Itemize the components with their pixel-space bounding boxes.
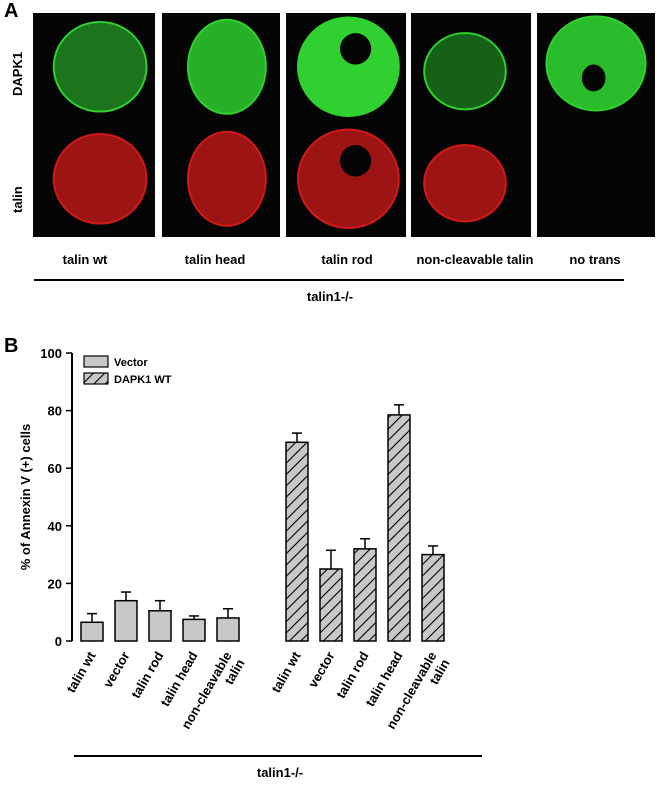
y-tick-label: 80: [48, 404, 62, 419]
bar: [182, 618, 206, 642]
bar: [387, 414, 411, 642]
bar: [148, 610, 172, 642]
panel-b-group-label: talin1-/-: [256, 765, 304, 780]
x-tick-label: talin rod: [128, 649, 167, 701]
micrograph-dapk1-talin-wt: [33, 13, 155, 125]
annexin-bar-chart: 0 20 40 60 80 100 % of Annexin V (+) cells tali…: [18, 346, 453, 732]
panel-a-group-rule: [34, 279, 624, 281]
bar: [421, 553, 445, 642]
panel-b-group-rule: [74, 755, 482, 757]
micrograph-talin-talin-wt: [33, 125, 155, 237]
y-tick-label: 100: [40, 346, 62, 361]
micrograph-talin-non-cleavable-talin: [411, 125, 531, 237]
bar: [216, 617, 240, 642]
y-axis-label: % of Annexin V (+) cells: [18, 424, 33, 571]
bar: [319, 568, 343, 642]
panel-b-letter: B: [4, 335, 19, 357]
y-tick-label: 0: [55, 634, 62, 649]
x-tick-label: vector: [100, 649, 133, 690]
micrograph-talin-no-trans: [537, 125, 655, 237]
column-label-non-cleavable-talin: non-cleavable talin: [416, 252, 534, 267]
y-tick-label: 40: [48, 519, 62, 534]
micrograph-talin-talin-rod: [286, 125, 406, 237]
y-tick-label: 20: [48, 576, 62, 591]
micrograph-talin-talin-head: [162, 125, 280, 237]
bar: [285, 441, 309, 642]
y-tick-label: 60: [48, 461, 62, 476]
legend-label: DAPK1 WT: [114, 374, 172, 386]
x-tick-label: talin wt: [268, 648, 304, 695]
column-label-no-trans: no trans: [569, 252, 621, 267]
x-tick-label: vector: [305, 649, 338, 690]
legend-label: Vector: [114, 357, 148, 369]
column-label-talin-head: talin head: [184, 252, 246, 267]
row-label-talin: talin: [10, 186, 25, 213]
bar: [80, 621, 104, 642]
column-label-talin-wt: talin wt: [62, 252, 108, 267]
panel-a-group-label: talin1-/-: [306, 289, 354, 304]
bar: [353, 548, 377, 642]
micrograph-dapk1-talin-head: [162, 13, 280, 125]
x-tick-label: talin rod: [333, 649, 372, 701]
bar: [114, 599, 138, 642]
micrograph-dapk1-talin-rod: [286, 13, 406, 125]
micrograph-dapk1-non-cleavable-talin: [411, 13, 531, 125]
micrograph-dapk1-no-trans: [537, 13, 655, 125]
legend-swatch: [83, 372, 109, 385]
row-label-dapk1: DAPK1: [10, 51, 25, 96]
column-label-talin-rod: talin rod: [321, 252, 373, 267]
panel-a-letter: A: [4, 0, 19, 22]
legend-swatch: [83, 355, 109, 368]
x-tick-label: talin wt: [63, 648, 99, 695]
